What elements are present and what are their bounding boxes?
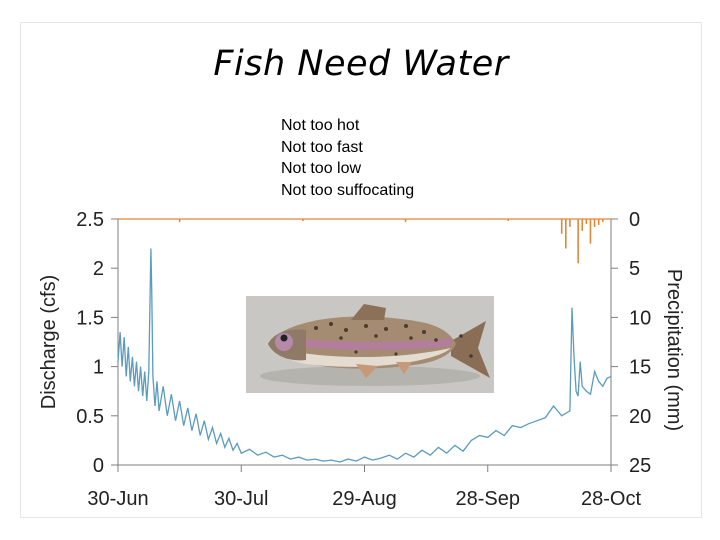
note-item: Not too suffocating [281,181,415,199]
y2-tick-label: 0 [629,209,640,231]
chart-axes [111,218,618,472]
trout-photo [246,296,494,393]
y2-tick-label: 5 [629,258,640,280]
y-tick-label: 2.5 [76,209,104,231]
y2-tick-label: 15 [629,357,651,379]
note-item: Not too fast [281,138,363,156]
trout-icon [246,296,494,393]
y-axis-title: Discharge (cfs) [38,275,60,409]
note-item: Not too low [281,160,362,177]
slide-title: Fish Need Water [213,44,509,84]
y2-tick-label: 10 [629,307,651,329]
x-tick-label: 28-Sep [456,488,521,510]
y-tick-label: 1.5 [76,307,104,329]
y2-axis-title: Precipitation (mm) [663,269,685,431]
x-tick-label: 30-Jun [87,488,148,510]
y-tick-label: 2 [93,258,104,280]
chart-labels: 0 0.5 1 1.5 2 2.5 0 5 10 15 20 25 30-Jun 30-Jul 29-Aug… [38,209,685,510]
discharge-line [117,248,612,463]
x-tick-label: 29-Aug [332,488,397,510]
y2-tick-label: 20 [629,406,651,428]
y-tick-label: 1 [93,357,104,379]
chart-series [117,218,612,463]
x-tick-label: 30-Jul [214,488,268,510]
y-tick-label: 0.5 [76,406,104,428]
y-tick-label: 0 [93,455,104,477]
slide-background [20,22,702,518]
y2-tick-label: 25 [629,455,651,477]
note-item: Not too hot [281,117,360,134]
notes-list: Not too hot Not too fast Not too low Not… [281,115,414,201]
x-tick-label: 28-Oct [581,488,641,510]
